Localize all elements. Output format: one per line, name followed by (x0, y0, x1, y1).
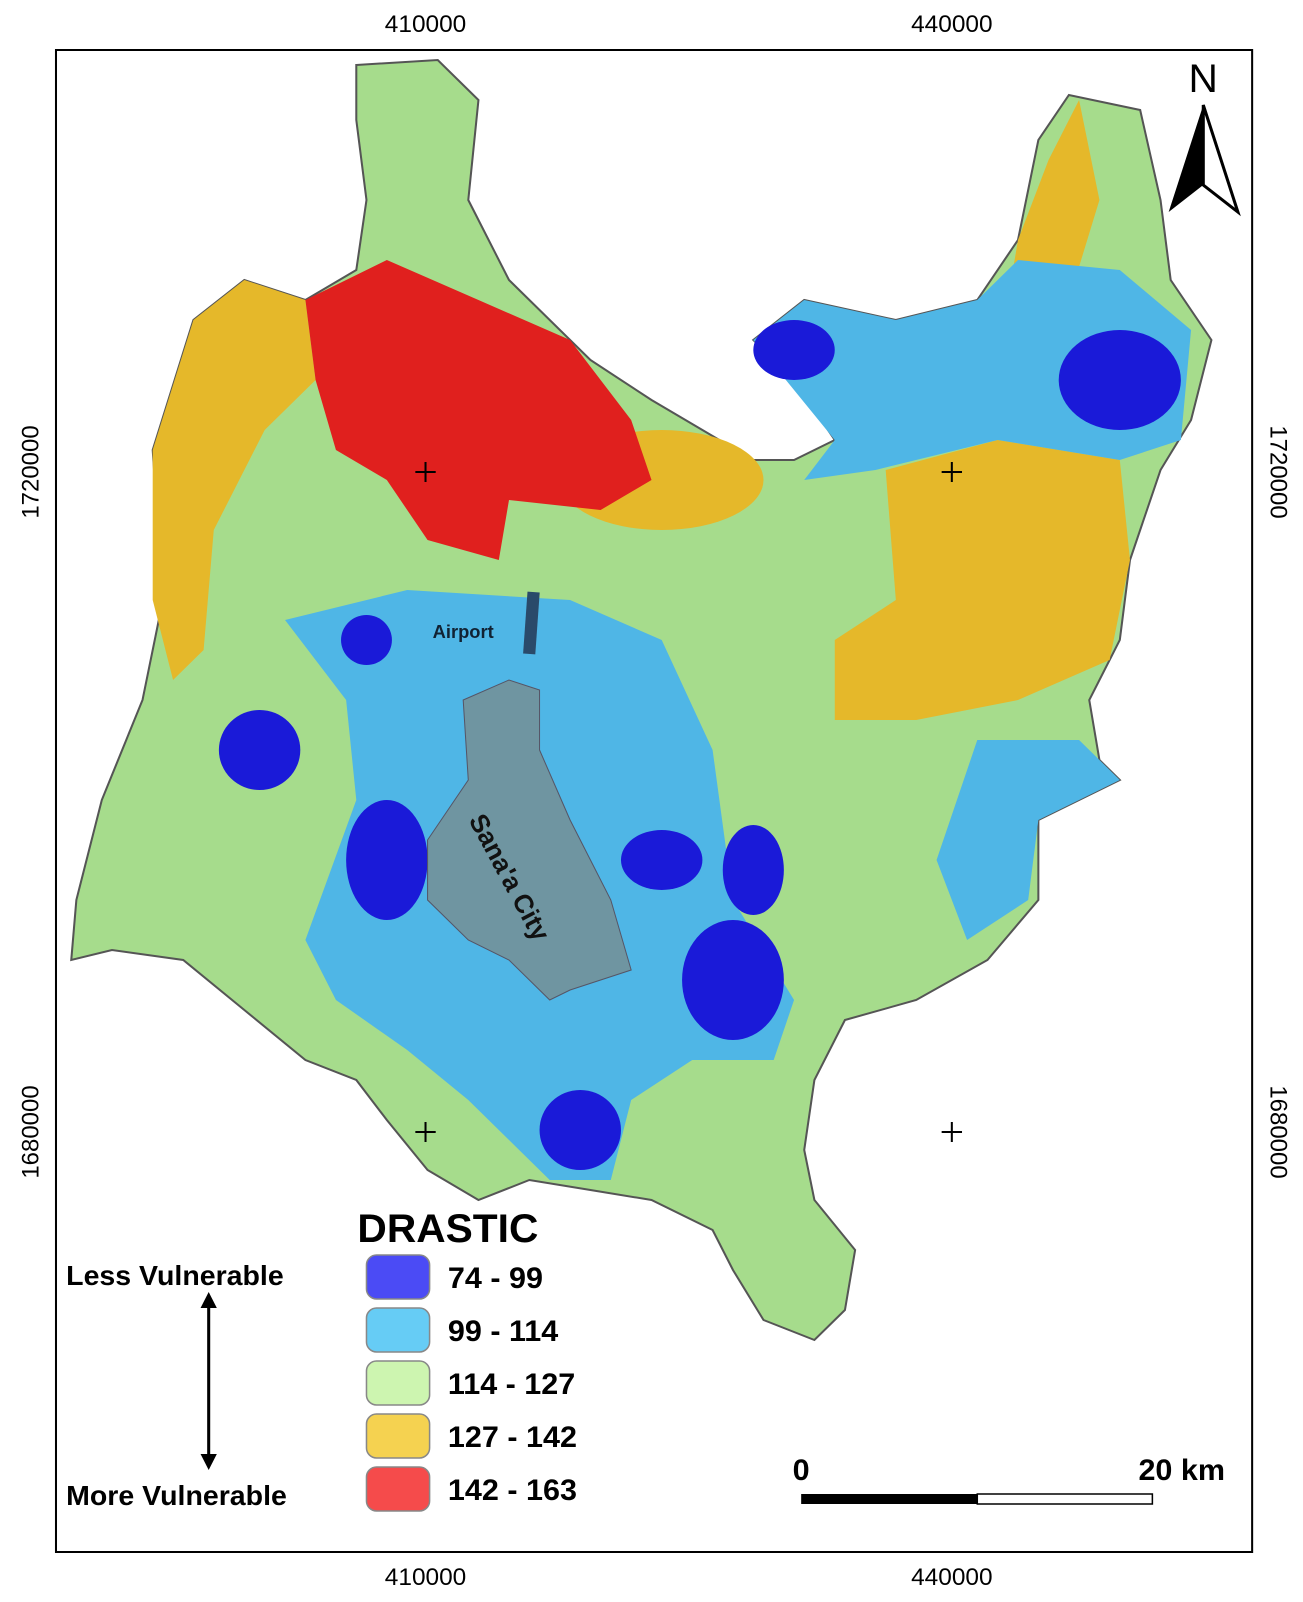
zone-lowest (1058, 330, 1181, 430)
zone-high (834, 440, 1130, 720)
zone-lowest-group (218, 320, 1181, 1170)
airport-label: Airport (433, 622, 494, 642)
legend-title: DRASTIC (357, 1205, 538, 1251)
legend-label: 114 - 127 (448, 1368, 575, 1401)
legend-swatch (365, 1254, 431, 1300)
grid-cross (415, 1122, 436, 1142)
legend-label: 74 - 99 (448, 1262, 543, 1295)
scale-segment (801, 1494, 978, 1504)
zone-lowest (753, 320, 835, 380)
zone-low (753, 260, 1192, 480)
north-arrow: N (1168, 55, 1241, 217)
zone-high (1007, 100, 1100, 300)
legend-label: 99 - 114 (448, 1315, 559, 1348)
north-arrow-shape (1168, 105, 1204, 212)
city-area (427, 679, 632, 1001)
scale-bar: 0 20 km (793, 1454, 1225, 1505)
legend: DRASTIC Less Vulnerable More Vulnerable … (66, 1205, 577, 1512)
legend-more: More Vulnerable (66, 1479, 287, 1511)
north-arrow-shape (1201, 104, 1241, 217)
legend-swatch (365, 1413, 431, 1459)
zone-lowest (346, 800, 428, 920)
coord-label: 1720000 (17, 425, 44, 518)
zone-low (936, 740, 1120, 940)
coord-label: 1680000 (1264, 1085, 1291, 1178)
grid-crosses (415, 462, 963, 1142)
scale-start: 0 (793, 1454, 810, 1487)
zone-lowest (218, 710, 301, 790)
grid-cross (941, 1122, 963, 1142)
zone-high (152, 280, 316, 680)
grid-cross (941, 462, 963, 482)
coord-label: 1720000 (1264, 425, 1291, 518)
legend-label: 127 - 142 (448, 1421, 577, 1454)
legend-swatch (365, 1466, 431, 1512)
zone-lowest (539, 1090, 621, 1170)
zone-lowest (620, 830, 703, 890)
zone-highest (305, 260, 652, 560)
legend-swatch (365, 1360, 431, 1406)
legend-less: Less Vulnerable (66, 1259, 284, 1291)
coord-label: 410000 (385, 1564, 466, 1591)
scale-unit: km (1181, 1454, 1225, 1487)
airport-runway (523, 591, 540, 655)
zone-lowest (341, 615, 392, 665)
zone-lowest (722, 825, 784, 915)
vulnerability-map (70, 58, 1213, 1342)
grid-cross (415, 462, 436, 482)
legend-swatch (365, 1307, 431, 1353)
legend-label: 142 - 163 (448, 1474, 577, 1507)
coord-label: 1680000 (17, 1085, 44, 1178)
scale-segment (976, 1493, 1154, 1505)
north-label: N (1189, 55, 1218, 101)
scale-end: 20 (1138, 1454, 1172, 1487)
coord-label: 440000 (911, 11, 992, 38)
zone-lowest (682, 920, 784, 1040)
coord-label: 440000 (911, 1564, 992, 1591)
coord-label: 410000 (385, 11, 466, 38)
